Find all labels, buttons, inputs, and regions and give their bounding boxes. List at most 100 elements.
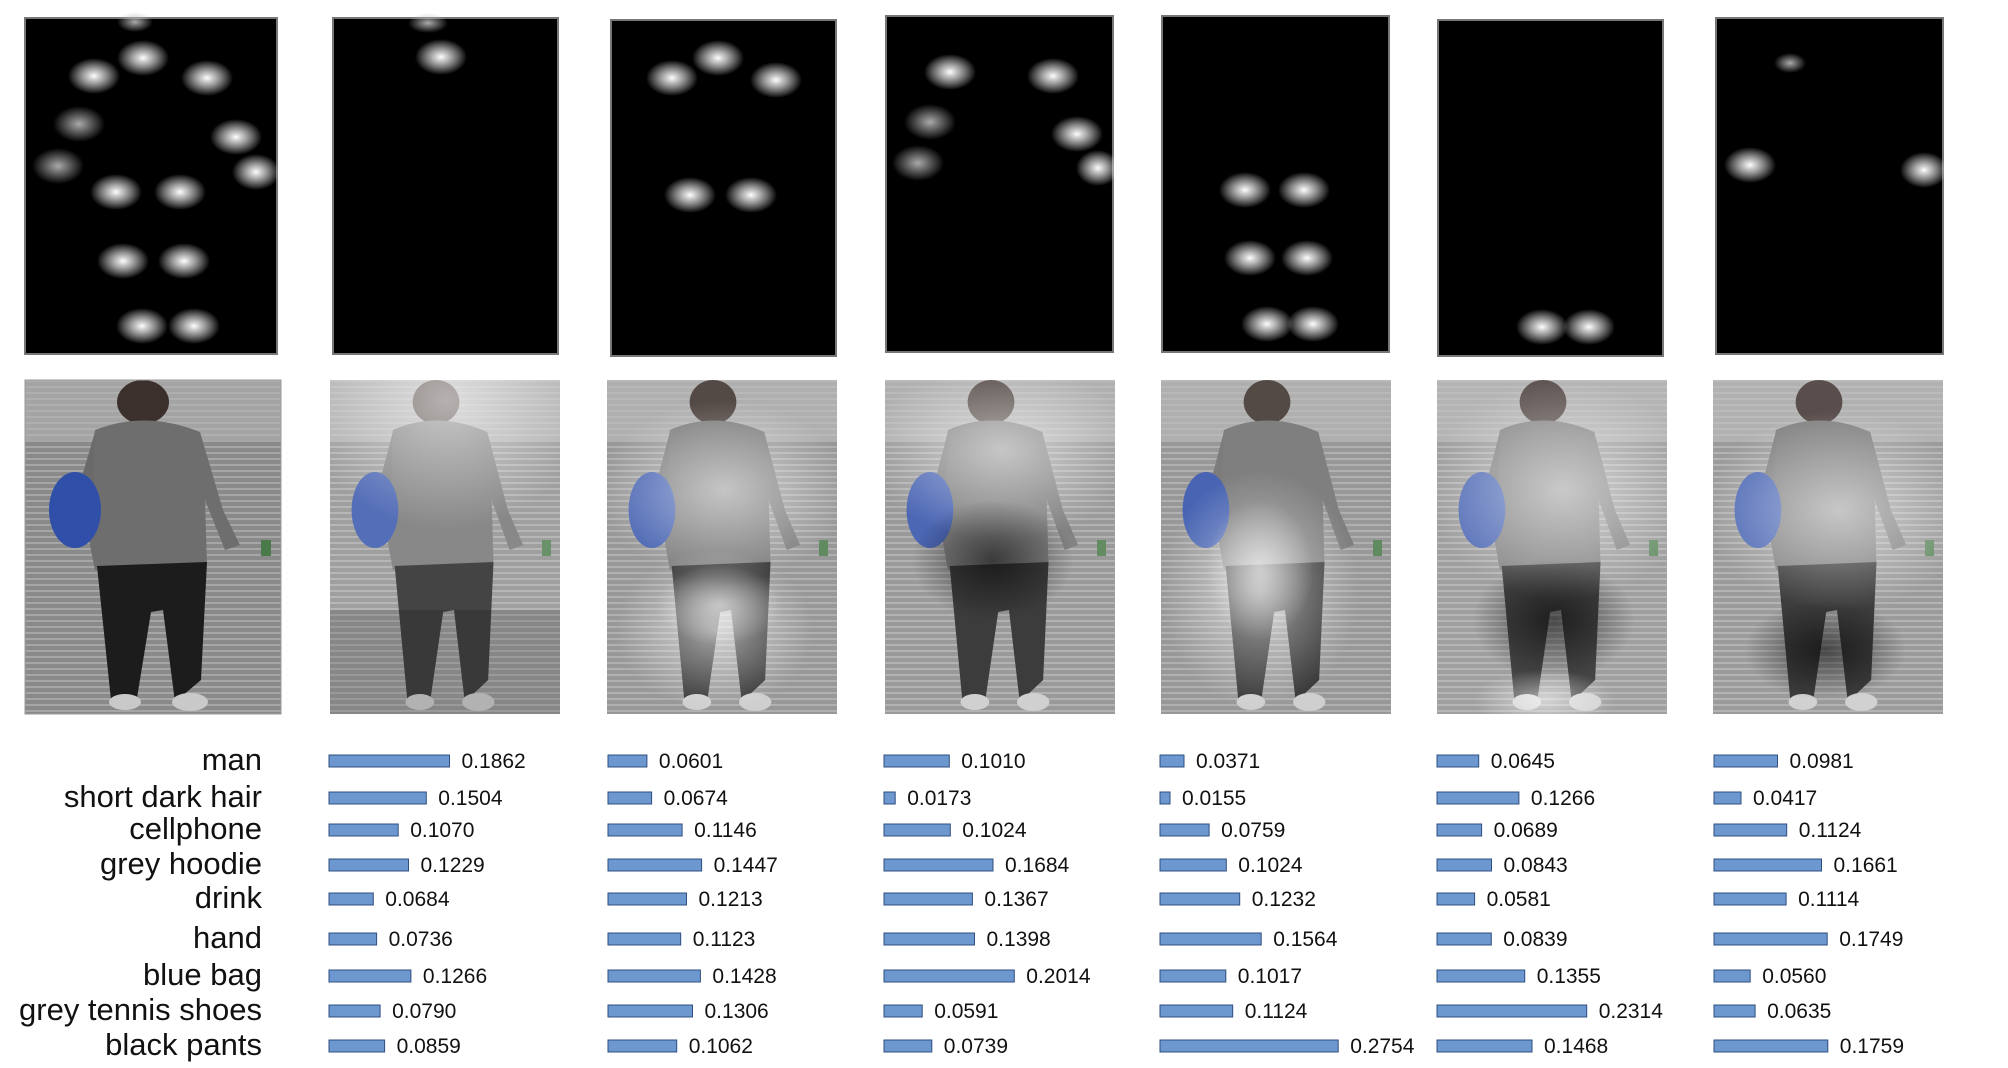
bar <box>607 823 683 837</box>
category-label: black pants <box>105 1027 262 1062</box>
bar <box>607 932 682 946</box>
value-label: 0.0635 <box>1767 1000 1831 1023</box>
bar-chart-3: 0.1010 0.0173 0.1024 0.1684 0.1367 0.1398 0.20… <box>883 750 1091 1058</box>
category-label: short dark hair <box>64 779 262 814</box>
attention-overlay-1 <box>330 380 560 714</box>
bar <box>1436 1004 1588 1018</box>
value-label: 0.1306 <box>705 1000 769 1023</box>
value-label: 0.0674 <box>664 787 729 810</box>
bar <box>328 823 399 837</box>
bar <box>1436 754 1480 768</box>
category-label: cellphone <box>129 811 262 846</box>
bar <box>1159 858 1227 872</box>
value-label: 0.1114 <box>1798 888 1859 911</box>
bar <box>1159 823 1210 837</box>
value-label: 0.1266 <box>1531 787 1595 810</box>
value-label: 0.0601 <box>659 750 723 773</box>
value-label: 0.1229 <box>421 854 485 877</box>
bar <box>1713 1039 1829 1053</box>
value-label: 0.0859 <box>397 1035 461 1058</box>
value-label: 0.1661 <box>1834 854 1898 877</box>
value-label: 0.1123 <box>693 928 756 951</box>
value-label: 0.1266 <box>423 965 487 988</box>
bar <box>883 791 896 805</box>
value-label: 0.0689 <box>1494 819 1558 842</box>
bar <box>328 1004 381 1018</box>
value-label: 0.0739 <box>944 1035 1008 1058</box>
bar <box>1713 932 1828 946</box>
attention-overlay-6 <box>1713 380 1943 714</box>
bar <box>607 1004 693 1018</box>
bar-chart-1: 0.1862 0.1504 0.1070 0.1229 0.0684 0.0736 0.12… <box>328 750 526 1058</box>
bar-chart-4: 0.0371 0.0155 0.0759 0.1024 0.1232 0.1564 0.10… <box>1159 750 1415 1058</box>
category-label: hand <box>193 920 262 955</box>
value-label: 0.1862 <box>462 750 526 773</box>
value-label: 0.0417 <box>1753 787 1817 810</box>
value-label: 0.0790 <box>392 1000 456 1023</box>
value-label: 0.1146 <box>694 819 757 842</box>
value-label: 0.1398 <box>987 928 1051 951</box>
person-photo <box>24 379 282 715</box>
heatmap-3 <box>610 19 837 357</box>
category-label: grey tennis shoes <box>19 992 262 1027</box>
bar <box>883 969 1015 983</box>
bar-chart-5: 0.0645 0.1266 0.0689 0.0843 0.0581 0.0839 0.13… <box>1436 750 1664 1058</box>
bar <box>328 1039 386 1053</box>
value-label: 0.1367 <box>984 888 1048 911</box>
value-label: 0.0591 <box>934 1000 998 1023</box>
value-label: 0.1070 <box>410 819 474 842</box>
bar <box>607 892 687 906</box>
value-label: 0.1024 <box>1238 854 1303 877</box>
value-label: 0.2314 <box>1599 1000 1664 1023</box>
bar <box>1436 1039 1533 1053</box>
value-label: 0.1010 <box>961 750 1025 773</box>
bar <box>328 858 409 872</box>
value-label: 0.1062 <box>689 1035 753 1058</box>
bar <box>1159 892 1241 906</box>
heatmap-7 <box>1715 17 1948 355</box>
bar <box>328 892 374 906</box>
heatmap-5 <box>1161 15 1390 353</box>
value-label: 0.0581 <box>1487 888 1551 911</box>
value-label: 0.1749 <box>1839 928 1903 951</box>
value-label: 0.1468 <box>1544 1035 1608 1058</box>
bar <box>1436 932 1492 946</box>
value-label: 0.1564 <box>1273 928 1338 951</box>
bar <box>1436 892 1476 906</box>
bar <box>883 892 973 906</box>
bar-chart-6: 0.0981 0.0417 0.1124 0.1661 0.1114 0.1749 0.05… <box>1713 750 1904 1058</box>
bar <box>1713 791 1742 805</box>
attention-overlay-3 <box>885 380 1115 714</box>
bar <box>1159 969 1227 983</box>
heatmap-2 <box>332 13 559 355</box>
value-label: 0.1684 <box>1005 854 1070 877</box>
value-label: 0.0173 <box>907 787 971 810</box>
category-label: drink <box>195 880 263 915</box>
bar <box>883 823 951 837</box>
bar <box>1159 754 1185 768</box>
value-label: 0.0981 <box>1790 750 1854 773</box>
bar <box>1436 823 1483 837</box>
value-label: 0.0759 <box>1221 819 1285 842</box>
bar <box>328 932 378 946</box>
value-label: 0.0684 <box>385 888 450 911</box>
bar <box>1713 1004 1756 1018</box>
bar <box>1159 1004 1234 1018</box>
value-label: 0.1124 <box>1799 819 1862 842</box>
photo-row <box>24 379 1943 715</box>
bar-chart-2: 0.0601 0.0674 0.1146 0.1447 0.1213 0.1123 0.14… <box>607 750 778 1058</box>
value-label: 0.1017 <box>1238 965 1302 988</box>
bar <box>328 791 427 805</box>
bar <box>328 754 450 768</box>
value-label: 0.0839 <box>1503 928 1567 951</box>
value-label: 0.0155 <box>1182 787 1246 810</box>
attention-overlay-4 <box>1161 380 1391 714</box>
bar <box>607 969 701 983</box>
bar <box>1713 858 1822 872</box>
attention-overlay-5 <box>1437 380 1667 714</box>
bar <box>607 1039 678 1053</box>
bar <box>883 932 975 946</box>
bar <box>883 1004 923 1018</box>
